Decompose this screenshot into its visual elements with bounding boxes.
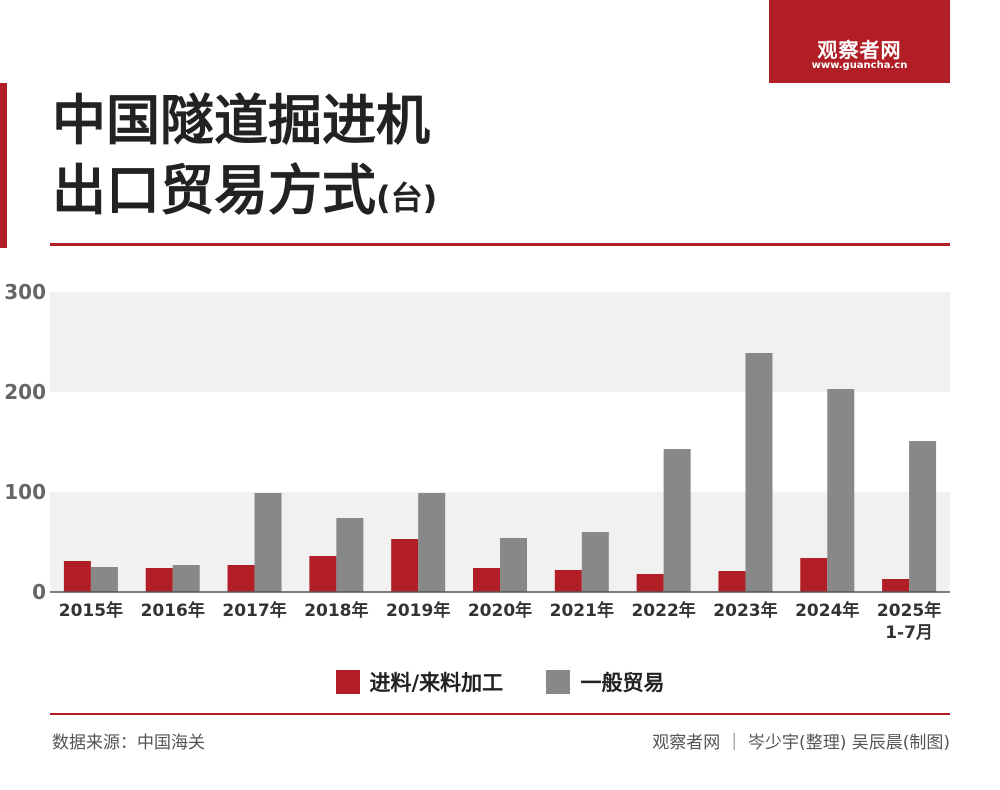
bar-general-trade: [90, 567, 118, 592]
y-tick-label: 300: [4, 280, 46, 304]
brand-name: 观察者网: [817, 38, 902, 62]
bar-processing: [882, 579, 910, 592]
bar-general-trade: [172, 565, 200, 592]
credit-line: 观察者网 ｜ 岑少宇(整理) 吴辰晨(制图): [652, 733, 950, 753]
chart-legend: 进料/来料加工 一般贸易: [0, 667, 1000, 699]
bar-processing: [63, 561, 91, 592]
left-accent-bar: [0, 83, 7, 248]
title-divider: [50, 243, 950, 246]
y-tick-label: 200: [4, 380, 46, 404]
footer-divider: [50, 713, 950, 715]
title-unit: (台): [376, 179, 438, 217]
bar-general-trade: [254, 493, 282, 592]
bar-processing: [554, 570, 582, 592]
x-tick-label: 2017年: [222, 600, 286, 621]
legend-item-processing: 进料/来料加工: [335, 667, 504, 697]
y-tick-label: 100: [4, 480, 46, 504]
title-line-2: 出口贸易方式(台): [52, 156, 437, 233]
bar-general-trade: [418, 493, 446, 592]
bar-general-trade: [745, 353, 773, 592]
bar-chart: 0 100 200 300 2015年 2016年 2017年 2018年 2019年 2020年…: [4, 280, 950, 643]
chart-title: 中国隧道掘进机 出口贸易方式(台): [52, 86, 437, 233]
bar-general-trade: [500, 538, 527, 592]
bar-processing: [145, 568, 173, 592]
bar-processing: [391, 539, 419, 592]
x-tick-label: 2023年: [713, 600, 777, 621]
legend-swatch-processing: [335, 670, 360, 694]
legend-item-general-trade: 一般贸易: [546, 667, 664, 697]
x-tick-label: 2019年: [386, 600, 450, 621]
data-source: 数据来源：中国海关: [52, 733, 205, 753]
y-tick-label: 0: [32, 580, 46, 604]
bar-processing: [473, 568, 500, 592]
bar-general-trade: [336, 518, 364, 592]
legend-label-general-trade: 一般贸易: [580, 671, 665, 695]
x-tick-label: 2022年: [631, 600, 695, 621]
title-line-1: 中国隧道掘进机: [52, 89, 430, 152]
bar-processing: [718, 571, 746, 592]
x-tick-label: 2021年: [550, 600, 614, 621]
bar-processing: [636, 574, 664, 592]
legend-swatch-general-trade: [546, 670, 571, 694]
x-tick-label: 2020年: [468, 600, 532, 621]
grid-band: [50, 292, 950, 392]
bar-processing: [227, 565, 255, 592]
brand-logo: 观察者网 www.guancha.cn: [769, 0, 950, 83]
x-tick-label: 2024年: [795, 600, 859, 621]
title-line-2-text: 出口贸易方式: [52, 159, 376, 222]
x-tick-label: 2018年: [304, 600, 368, 621]
x-tick-label: 2015年: [59, 600, 123, 621]
bar-general-trade: [909, 441, 937, 592]
bar-processing: [309, 556, 337, 592]
bar-processing: [800, 558, 828, 592]
bar-general-trade: [581, 532, 609, 592]
x-tick-label: 2016年: [141, 600, 205, 621]
brand-url: www.guancha.cn: [811, 60, 908, 71]
bar-general-trade: [827, 389, 855, 592]
x-tick-label: 2025年 1-7月: [877, 600, 941, 643]
bar-general-trade: [663, 449, 691, 592]
legend-label-processing: 进料/来料加工: [369, 671, 504, 695]
